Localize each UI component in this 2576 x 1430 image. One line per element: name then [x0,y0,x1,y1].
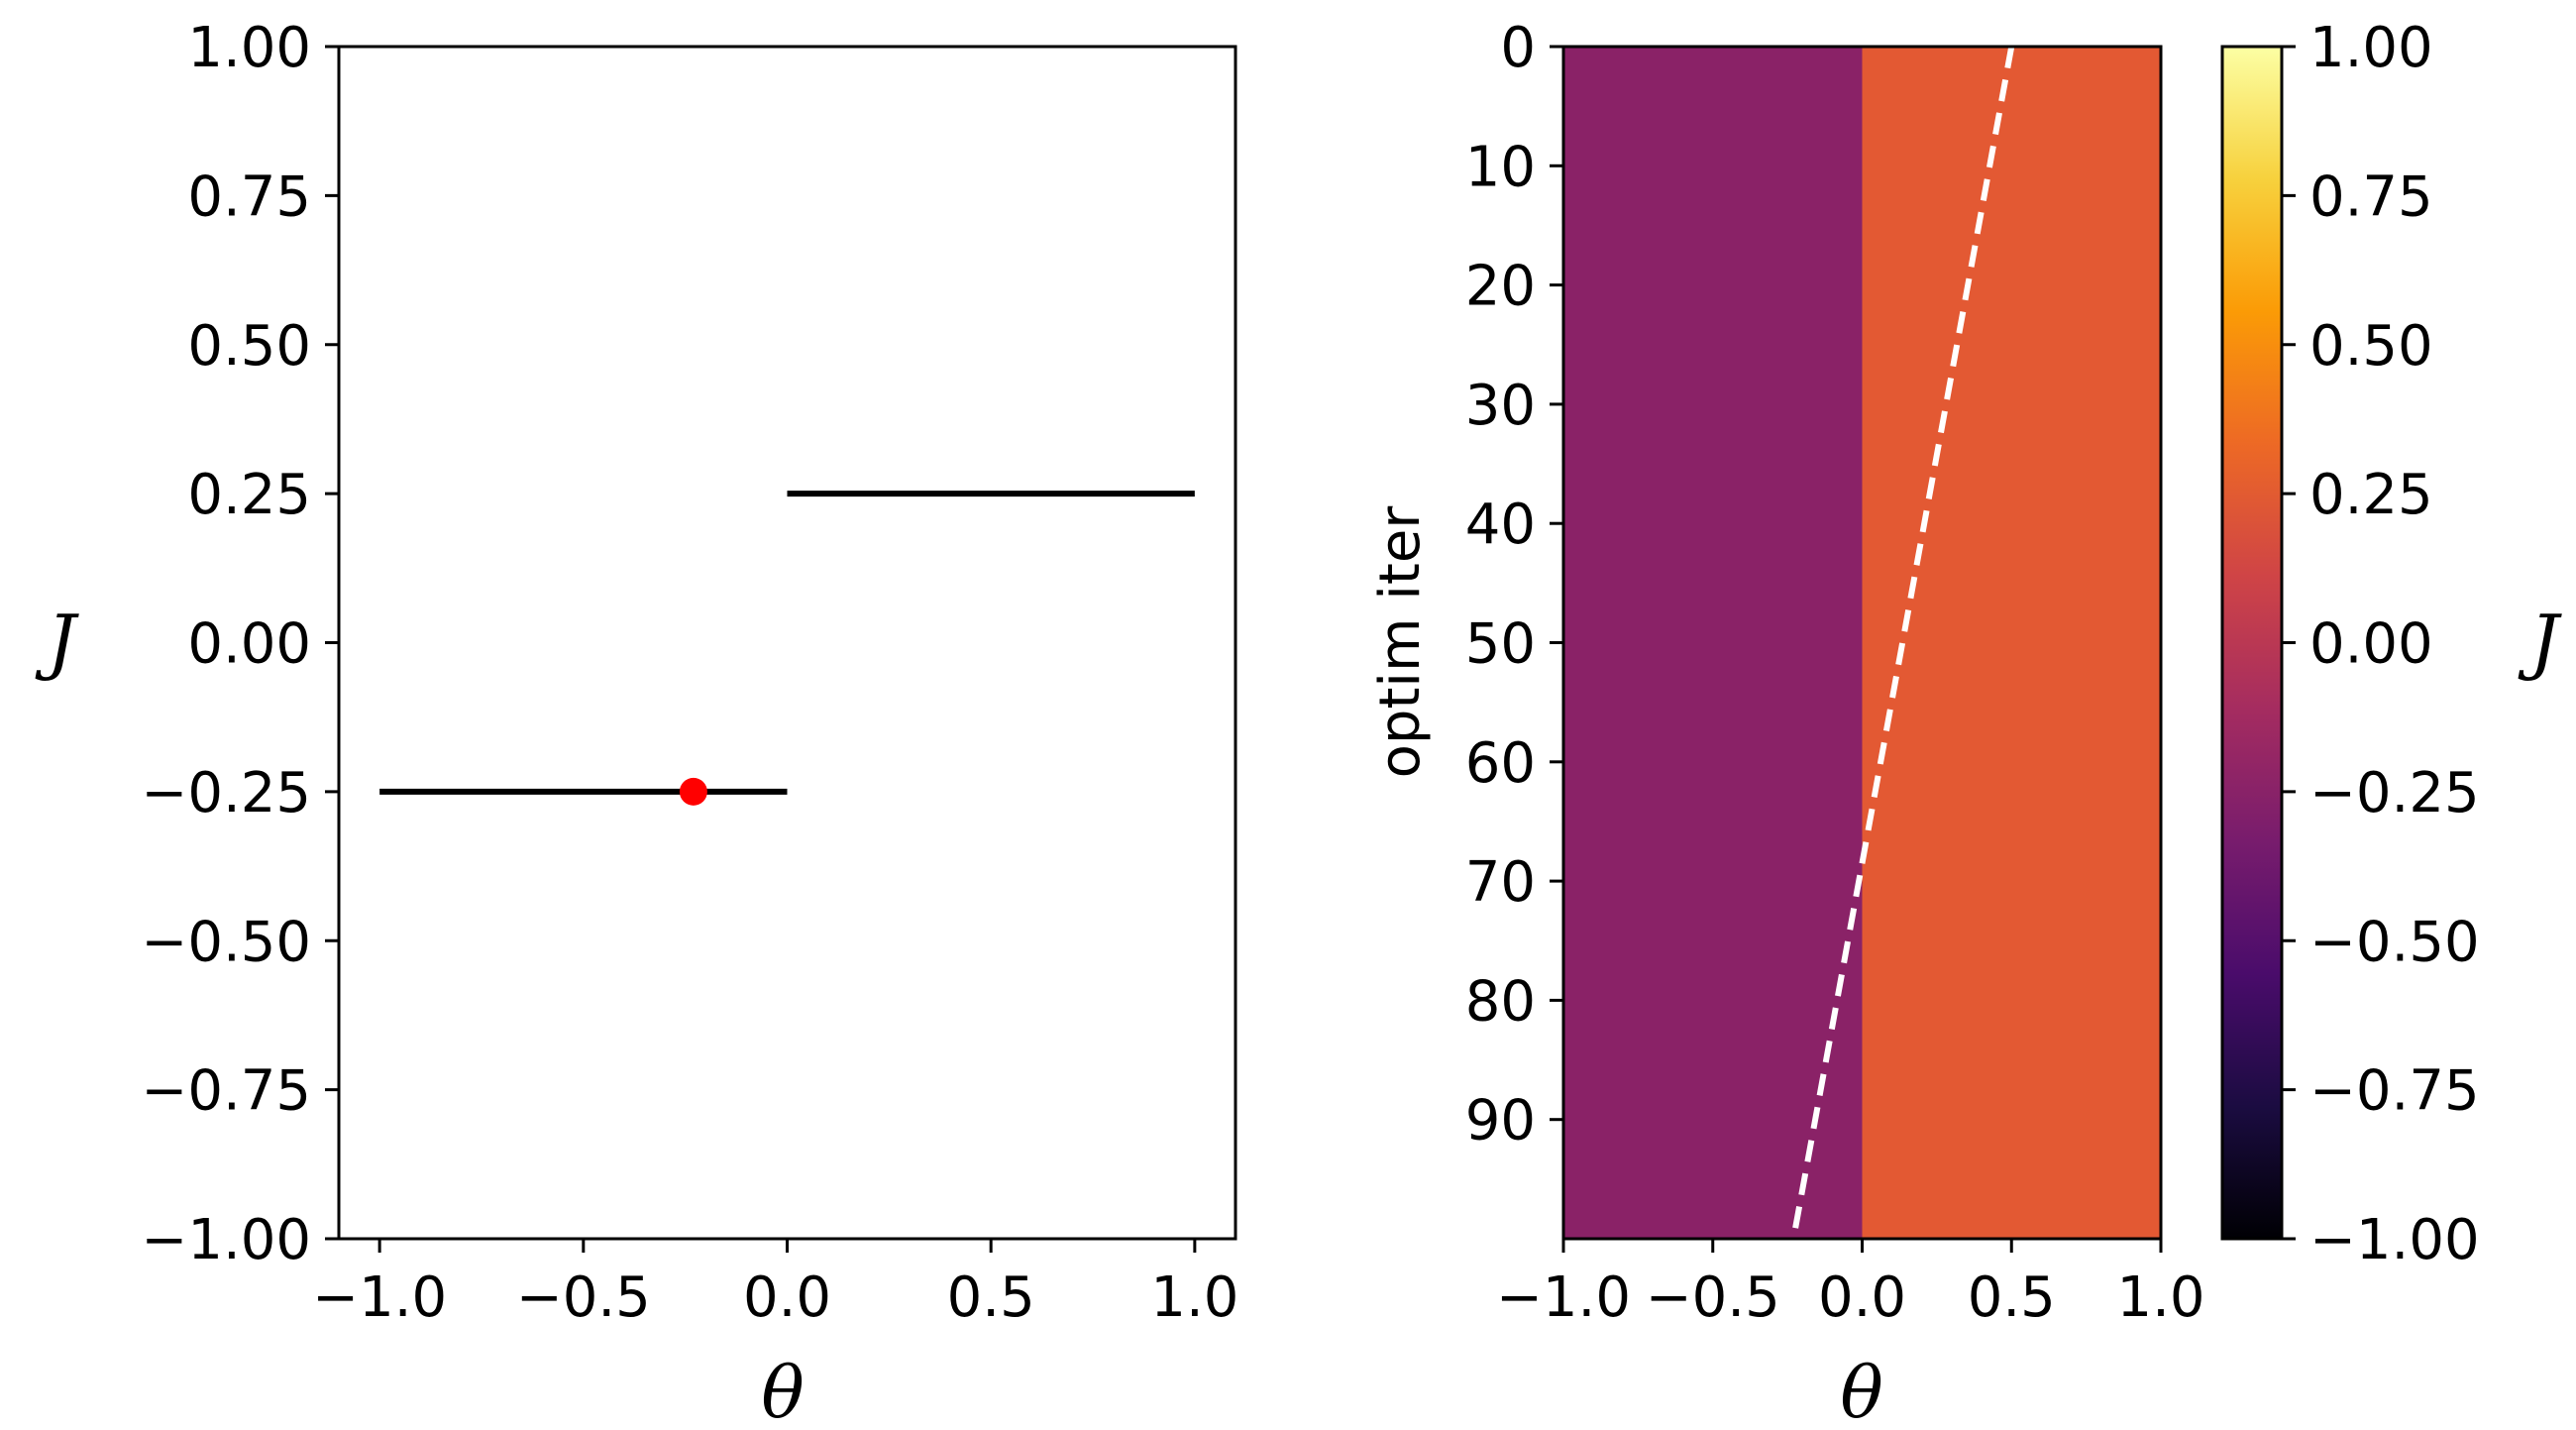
heatmap-y-tick-label: 30 [1465,374,1536,438]
colorbar-tick-label: 0.00 [2309,612,2433,677]
heatmap-x-axis-title: θ [1840,1351,1882,1430]
y-tick-label: 0.00 [187,612,311,677]
y-tick-label: −1.00 [141,1208,311,1272]
x-tick-label: −0.5 [516,1265,651,1330]
y-tick-label: −0.50 [141,910,311,974]
line-series-group [379,491,1195,795]
heatmap-x-axis-ticks: −1.0 −0.5 0.0 0.5 1.0 [1496,1239,2205,1330]
heatmap-y-axis-title: optim iter [1368,505,1433,779]
line-plot-frame [337,45,1237,1241]
colorbar-tick-label: −0.75 [2309,1059,2480,1124]
heatmap-y-tick-label: 0 [1500,16,1536,80]
heatmap-y-axis-ticks: 0 10 20 30 40 50 60 70 80 90 [1465,16,1563,1154]
colorbar-tick-label: 0.25 [2309,463,2433,527]
colorbar-title: J [2518,600,2563,683]
heatmap-x-tick-label: 0.0 [1818,1265,1906,1330]
heatmap-y-tick-label: 10 [1465,135,1536,199]
heatmap-y-tick-label: 50 [1465,612,1536,677]
heatmap-y-tick-label: 40 [1465,493,1536,557]
y-axis-title: J [35,600,80,683]
colorbar-gradient [2222,47,2282,1239]
colorbar-tick-label: 0.75 [2309,165,2433,229]
heatmap-region [1563,47,1863,1239]
heatmap-x-tick-label: −0.5 [1646,1265,1780,1330]
line-plot-panel: −1.0 −0.5 0.0 0.5 1.0 1.00 0.75 0.50 0.25 0.00 −0… [35,16,1239,1430]
y-axis-ticks: 1.00 0.75 0.50 0.25 0.00 −0.25 −0.50 −0.75 −1.00 [141,16,339,1272]
heatmap-x-tick-label: −1.0 [1496,1265,1631,1330]
x-axis-title: θ [761,1351,804,1430]
x-tick-label: −1.0 [312,1265,447,1330]
heatmap-y-tick-label: 20 [1465,255,1536,319]
y-tick-label: −0.25 [141,761,311,825]
heatmap-regions [1563,47,2161,1239]
colorbar-tick-label: 1.00 [2309,16,2433,80]
heatmap-y-tick-label: 90 [1465,1089,1536,1154]
y-tick-label: 1.00 [187,16,311,80]
heatmap-x-tick-label: 1.0 [2116,1265,2204,1330]
heatmap-region [1862,47,2161,1239]
marker-group [679,777,707,806]
heatmap-y-tick-label: 70 [1465,850,1536,915]
y-tick-label: −0.75 [141,1059,311,1124]
heatmap-y-tick-label: 80 [1465,969,1536,1034]
y-tick-label: 0.75 [187,165,311,229]
y-tick-label: 0.50 [187,314,311,379]
heatmap-x-tick-label: 0.5 [1968,1265,2056,1330]
colorbar-tick-label: −1.00 [2309,1208,2480,1272]
colorbar-ticks: 1.00 0.75 0.50 0.25 0.00 −0.25 −0.50 −0.75 −1.00 [2282,16,2480,1272]
y-tick-label: 0.25 [187,463,311,527]
current-theta-marker [679,777,707,806]
x-axis-ticks: −1.0 −0.5 0.0 0.5 1.0 [312,1239,1238,1330]
x-tick-label: 1.0 [1150,1265,1238,1330]
colorbar-tick-label: 0.50 [2309,314,2433,379]
colorbar: 1.00 0.75 0.50 0.25 0.00 −0.25 −0.50 −0.75 −1.00… [2220,16,2563,1272]
x-tick-label: 0.0 [743,1265,831,1330]
heatmap-y-tick-label: 60 [1465,731,1536,796]
colorbar-tick-label: −0.25 [2309,761,2480,825]
colorbar-tick-label: −0.50 [2309,910,2480,974]
x-tick-label: 0.5 [947,1265,1035,1330]
